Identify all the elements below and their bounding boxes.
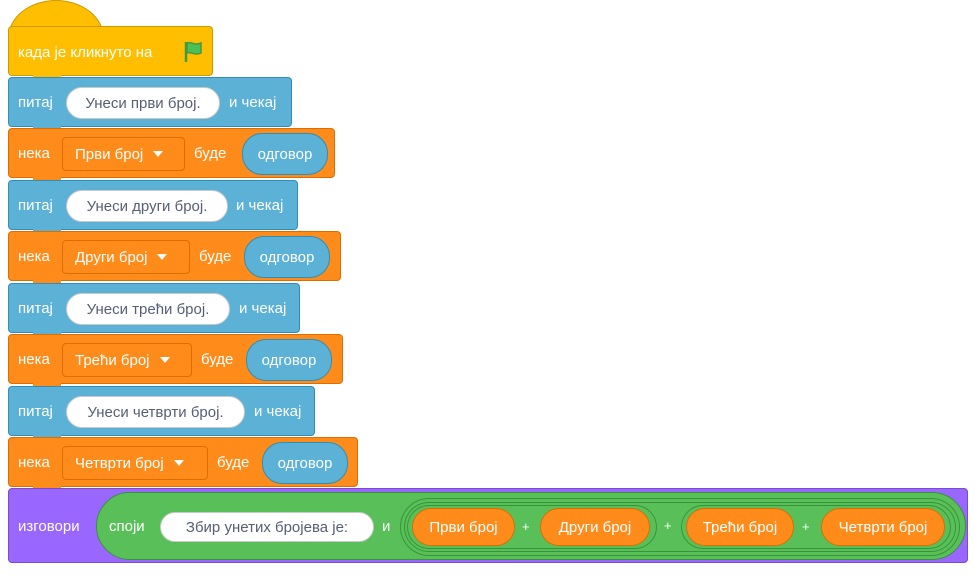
variable-reporter-cetvrti[interactable]: Четврти број <box>821 508 945 546</box>
variable-name: Први број <box>75 145 144 163</box>
join-text-input[interactable]: Збир унетих бројева је: <box>160 512 374 542</box>
to-label: буде <box>199 248 232 265</box>
add-block-middle[interactable]: Први број + Други број + Трећи број + Че… <box>404 502 956 552</box>
set-label: нека <box>18 454 50 471</box>
variable-dropdown[interactable]: Трећи број <box>62 343 192 377</box>
to-label: буде <box>194 145 227 162</box>
set-label: нека <box>18 248 50 265</box>
chevron-down-icon <box>153 151 164 157</box>
question-input[interactable]: Унеси други број. <box>66 190 228 222</box>
answer-reporter[interactable]: одговор <box>244 236 330 278</box>
variable-dropdown[interactable]: Други број <box>62 240 190 274</box>
question-input[interactable]: Унеси трећи број. <box>66 293 230 325</box>
ask-label: питај <box>18 403 53 420</box>
ask-label: питај <box>18 300 53 317</box>
variable-reporter-prvi[interactable]: Први број <box>412 508 515 546</box>
variable-reporter-treci[interactable]: Трећи број <box>686 508 794 546</box>
variable-dropdown[interactable]: Четврти број <box>62 446 208 480</box>
hat-label: када је кликнуто на <box>18 44 153 61</box>
plus-operator: + <box>522 519 530 534</box>
answer-reporter[interactable]: одговор <box>262 442 348 484</box>
chevron-down-icon <box>159 357 170 363</box>
plus-operator: + <box>802 519 810 534</box>
set-variable-block[interactable]: нека Други број буде одговор <box>8 231 341 287</box>
and-wait-label: и чекај <box>236 197 284 214</box>
join-and-label: и <box>382 518 391 535</box>
green-flag-icon <box>184 41 202 62</box>
join-label: споји <box>109 518 145 535</box>
set-label: нека <box>18 351 50 368</box>
variable-dropdown[interactable]: Први број <box>62 137 185 171</box>
variable-name: Други број <box>75 248 148 266</box>
ask-label: питај <box>18 94 53 111</box>
set-variable-block[interactable]: нека Трећи број буде одговор <box>8 334 343 390</box>
set-variable-block[interactable]: нека Четврти број буде одговор <box>8 437 358 493</box>
variable-name: Трећи број <box>75 351 150 369</box>
add-block-outer[interactable]: Први број + Други број + Трећи број + Че… <box>400 498 960 556</box>
and-wait-label: и чекај <box>239 300 287 317</box>
plus-operator: + <box>664 518 672 533</box>
ask-and-wait-block[interactable]: питај Унеси други број. и чекај <box>8 180 298 236</box>
ask-and-wait-block[interactable]: питај Унеси четврти број. и чекај <box>8 386 315 442</box>
answer-reporter[interactable]: одговор <box>246 339 332 381</box>
chevron-down-icon <box>173 460 184 466</box>
answer-reporter[interactable]: одговор <box>242 133 328 175</box>
and-wait-label: и чекај <box>254 403 302 420</box>
ask-label: питај <box>18 197 53 214</box>
to-label: буде <box>201 351 234 368</box>
ask-and-wait-block[interactable]: питај Унеси први број. и чекај <box>8 77 292 133</box>
and-wait-label: и чекај <box>229 94 277 111</box>
question-input[interactable]: Унеси четврти број. <box>66 396 245 428</box>
ask-and-wait-block[interactable]: питај Унеси трећи број. и чекај <box>8 283 300 339</box>
add-block-inner-left[interactable]: Први број + Други број <box>407 505 657 549</box>
chevron-down-icon <box>157 254 168 260</box>
when-flag-clicked-block[interactable]: када је кликнуто на <box>8 26 213 82</box>
add-block-inner-right[interactable]: Трећи број + Четврти број <box>681 505 951 549</box>
set-variable-block[interactable]: нека Први број буде одговор <box>8 128 335 184</box>
variable-name: Четврти број <box>75 454 164 472</box>
question-input[interactable]: Унеси први број. <box>66 87 220 119</box>
say-label: изговори <box>18 518 80 535</box>
say-block[interactable]: изговори споји Збир унетих бројева је: и… <box>8 488 968 563</box>
set-label: нека <box>18 145 50 162</box>
variable-reporter-drugi[interactable]: Други број <box>540 508 650 546</box>
to-label: буде <box>217 454 250 471</box>
join-block[interactable]: споји Збир унетих бројева је: и Први бро… <box>96 492 966 560</box>
